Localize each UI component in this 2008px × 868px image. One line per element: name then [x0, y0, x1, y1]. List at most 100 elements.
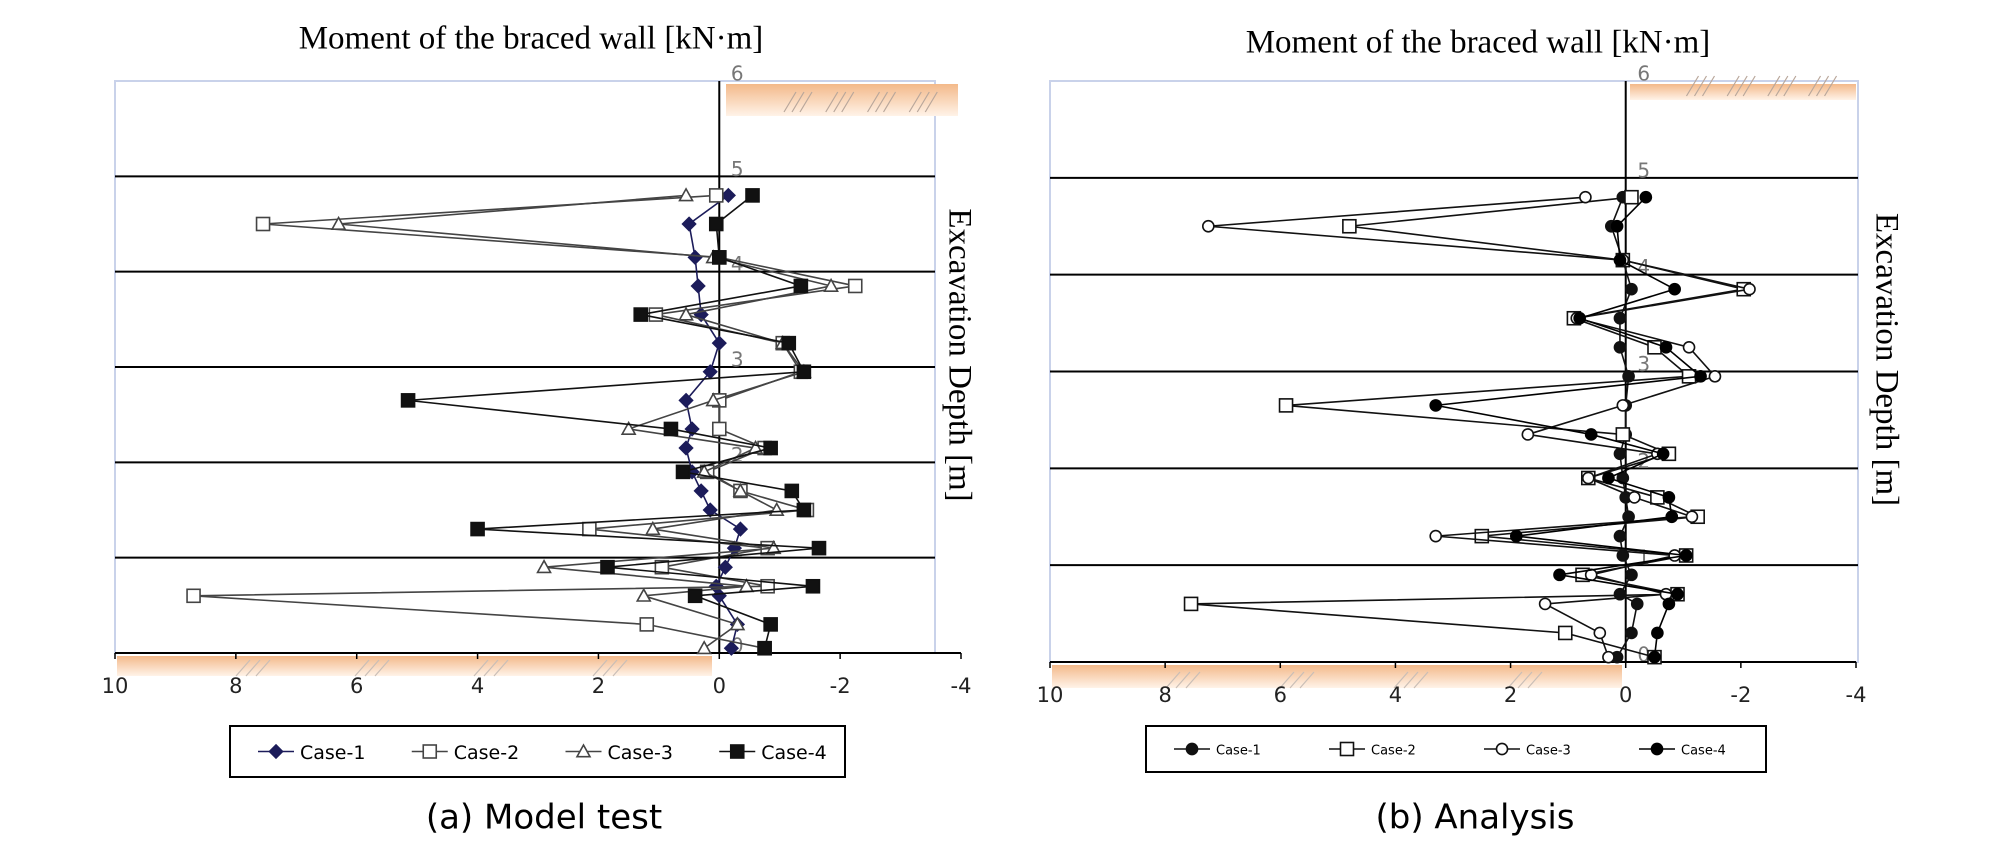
point	[1613, 340, 1627, 354]
legend-marker	[575, 743, 592, 758]
point	[1639, 190, 1653, 204]
point	[765, 539, 782, 555]
hatch	[235, 659, 271, 677]
point	[708, 216, 724, 232]
point	[684, 421, 700, 437]
y-axis-label: Excavation Depth [m]	[1868, 213, 1904, 506]
hatch	[354, 659, 390, 677]
point	[681, 216, 697, 232]
point	[1615, 427, 1631, 442]
point	[582, 521, 597, 537]
point	[255, 216, 271, 232]
hatch	[1279, 671, 1315, 689]
x-tick-label: 4	[471, 674, 484, 698]
legend-label: Case-1	[300, 742, 365, 764]
point	[1651, 626, 1664, 640]
point	[732, 482, 749, 497]
x-tick-label: 6	[1274, 683, 1287, 707]
hatch	[1726, 75, 1756, 97]
legend-label: Case-3	[608, 742, 673, 764]
legend: Case-1 Case-2 Case-3 Case-4	[1145, 725, 1767, 773]
x-tick-label: 0	[1619, 683, 1632, 707]
point	[1685, 510, 1699, 524]
x-tick-label: 8	[229, 674, 242, 698]
hatch	[1808, 75, 1838, 97]
point	[186, 588, 201, 604]
point	[1628, 491, 1641, 504]
series-line	[1435, 196, 1703, 658]
point	[784, 483, 800, 499]
point	[1602, 650, 1615, 664]
legend-marker	[422, 744, 438, 759]
legend-label: Case-2	[454, 742, 519, 764]
point	[330, 215, 347, 230]
point	[1510, 529, 1523, 543]
point	[1613, 447, 1627, 461]
point	[620, 420, 637, 435]
legend-label: Case-3	[1526, 744, 1571, 759]
point	[1183, 596, 1199, 612]
series-line	[1190, 196, 1744, 658]
y-axis-label: Excavation Depth [m]	[941, 208, 977, 501]
caption: (a) Model test	[426, 798, 662, 838]
point	[1429, 529, 1443, 543]
point	[1278, 398, 1294, 413]
point	[536, 559, 552, 574]
point	[1694, 370, 1707, 383]
point	[1557, 625, 1573, 641]
point	[1429, 399, 1443, 412]
point	[723, 640, 740, 656]
point	[600, 559, 615, 575]
x-tick-label: 2	[592, 674, 605, 698]
x-tick-label: 10	[1037, 683, 1064, 707]
point	[678, 306, 694, 321]
point	[1624, 189, 1639, 205]
point	[678, 440, 694, 456]
point	[678, 392, 694, 408]
point	[1610, 219, 1624, 233]
point	[1659, 340, 1673, 354]
point	[635, 587, 652, 602]
point	[1662, 597, 1676, 611]
point	[717, 559, 733, 575]
point	[763, 617, 778, 632]
point	[1682, 340, 1696, 354]
point	[745, 188, 760, 203]
x-tick-label: 10	[102, 674, 129, 698]
point	[1648, 650, 1661, 664]
point	[757, 640, 772, 656]
point	[763, 440, 778, 456]
y-tick-label: 6	[1637, 62, 1650, 86]
point	[847, 278, 863, 294]
point	[1625, 568, 1638, 582]
legend-marker	[1650, 742, 1664, 756]
hatch	[1767, 75, 1797, 97]
hatch	[1165, 671, 1201, 689]
soil-bottom	[117, 656, 712, 676]
point	[1616, 399, 1630, 412]
point	[811, 540, 827, 556]
point	[793, 278, 809, 294]
chart-title: Moment of the braced wall [kN·m]	[1246, 25, 1711, 61]
point	[729, 616, 746, 631]
hatch	[825, 91, 855, 113]
point	[1662, 491, 1676, 504]
hatch	[592, 659, 628, 677]
point	[1656, 447, 1670, 461]
point	[1602, 471, 1615, 485]
point	[711, 335, 727, 351]
point	[1581, 471, 1595, 485]
point	[1743, 282, 1756, 296]
y-tick-label: 3	[1637, 352, 1650, 376]
point	[470, 521, 485, 537]
legend-marker	[1339, 741, 1355, 757]
point	[1625, 282, 1638, 296]
point	[1538, 597, 1552, 611]
point	[1521, 428, 1535, 441]
point	[675, 464, 691, 480]
point	[1668, 549, 1681, 562]
legend-label: Case-4	[761, 742, 826, 764]
x-tick-label: 2	[1504, 683, 1517, 707]
y-tick-label: 3	[731, 348, 744, 372]
